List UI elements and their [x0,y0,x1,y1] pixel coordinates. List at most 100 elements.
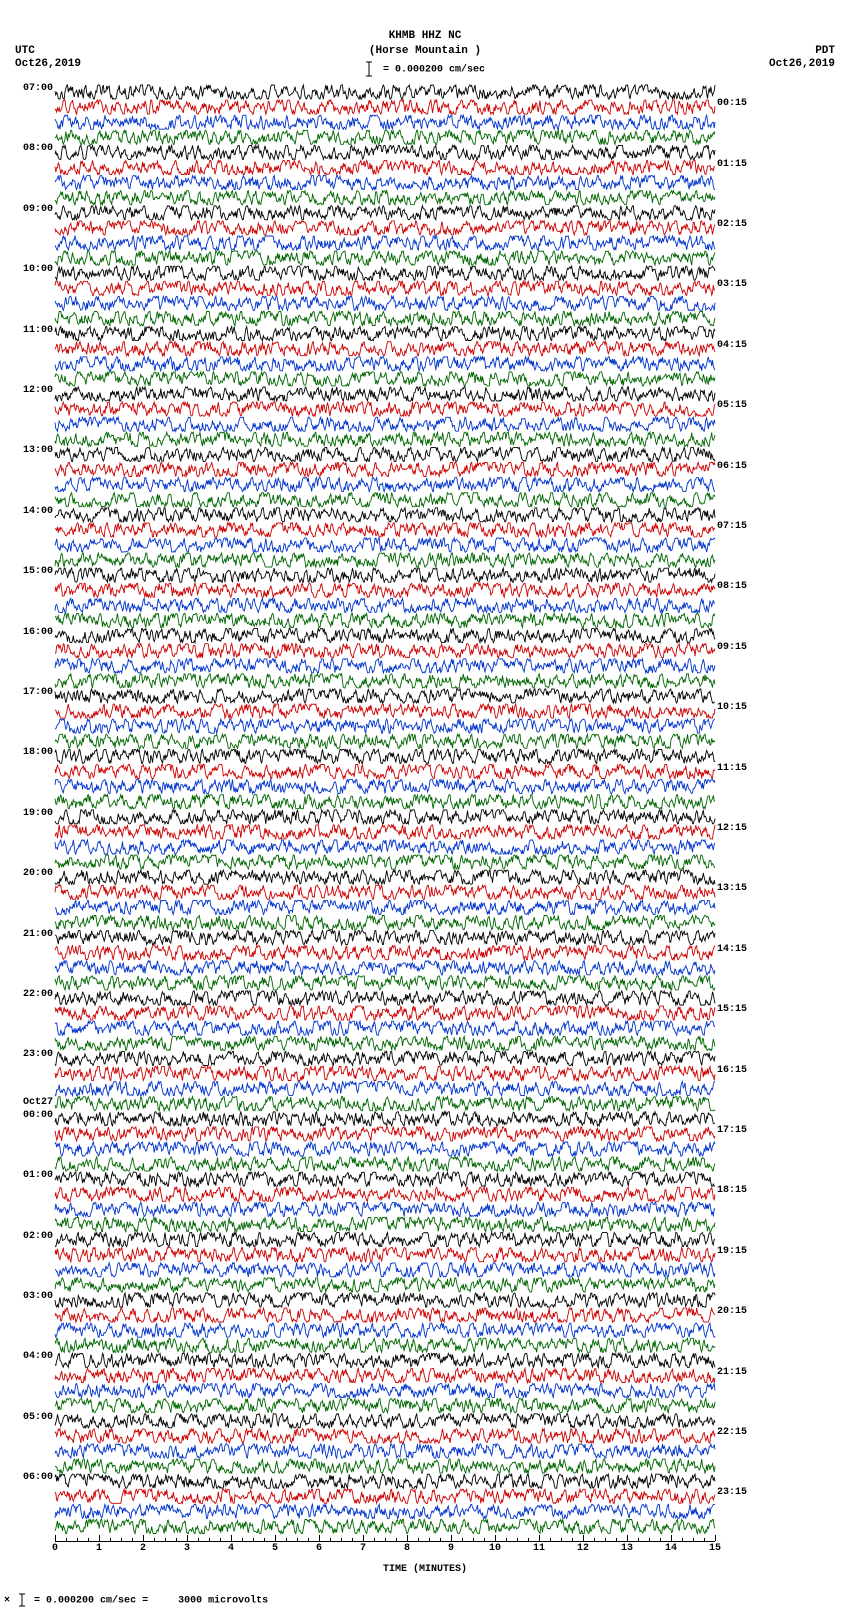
right-time-label: 14:15 [717,944,763,955]
left-time-label: 19:00 [5,808,53,819]
left-time-label: 04:00 [5,1351,53,1362]
right-time-label: 00:15 [717,98,763,109]
trace-row: 01:00 [55,1175,715,1189]
trace-line [55,417,715,431]
station-code: KHMB HHZ NC [0,30,850,42]
trace-row: 19:15 [55,1251,715,1265]
trace-row: 04:00 [55,1356,715,1370]
left-time-label: 01:00 [5,1170,53,1181]
trace-line [55,478,715,492]
trace-row: 09:00 [55,209,715,223]
trace-row: 15:00 [55,571,715,585]
right-time-label: 12:15 [717,823,763,834]
trace-line [55,115,715,129]
trace-line [55,553,715,567]
trace-line [55,1399,715,1413]
x-tick-label: 3 [184,1543,190,1554]
x-tick-label: 9 [448,1543,454,1554]
x-axis-line [55,1541,715,1542]
left-time-label: 00:00 [5,1110,53,1121]
trace-row: 09:15 [55,647,715,661]
trace-row: 10:15 [55,707,715,721]
trace-line [55,372,715,386]
trace-row: 00:15 [55,103,715,117]
left-time-label: 12:00 [5,385,53,396]
trace-line [55,916,715,930]
trace-row: 07:00 [55,88,715,102]
x-tick-label: 7 [360,1543,366,1554]
trace-row: Oct2700:00 [55,1115,715,1129]
trace-line [55,1384,715,1398]
left-timezone: UTC [15,45,35,57]
right-time-label: 06:15 [717,461,763,472]
scale-indicator: = 0.000200 cm/sec [0,60,850,78]
footer-scale: × = 0.000200 cm/sec = 3000 microvolts [4,1593,268,1607]
trace-row: 20:00 [55,873,715,887]
trace-row: 21:15 [55,1372,715,1386]
trace-row: 16:15 [55,1070,715,1084]
trace-row: 02:15 [55,224,715,238]
left-time-label: 23:00 [5,1049,53,1060]
trace-row: 05:15 [55,405,715,419]
x-tick-label: 10 [489,1543,501,1554]
x-tick-label: 8 [404,1543,410,1554]
trace-row: 23:00 [55,1054,715,1068]
trace-row: 17:00 [55,692,715,706]
trace-line [55,1504,715,1518]
left-time-label: 11:00 [5,325,53,336]
trace-row: 18:15 [55,1190,715,1204]
footer-bar-icon [18,1593,26,1607]
right-time-label: 21:15 [717,1367,763,1378]
left-date-label: Oct27 [5,1097,53,1108]
trace-row: 18:00 [55,752,715,766]
x-tick-label: 15 [709,1543,721,1554]
trace-line [55,1021,715,1035]
trace-line [55,312,715,326]
right-time-label: 15:15 [717,1004,763,1015]
trace-line [55,1036,715,1050]
right-time-label: 03:15 [717,279,763,290]
trace-line [55,795,715,809]
left-time-label: 10:00 [5,264,53,275]
trace-line [55,1097,715,1111]
right-time-label: 09:15 [717,642,763,653]
trace-line [55,236,715,250]
left-time-label: 21:00 [5,929,53,940]
trace-line [55,251,715,265]
scale-bar-icon [365,60,373,78]
right-time-label: 10:15 [717,702,763,713]
left-time-label: 15:00 [5,566,53,577]
right-time-label: 20:15 [717,1306,763,1317]
trace-line [55,780,715,794]
trace-line [55,976,715,990]
station-location: (Horse Mountain ) [0,45,850,57]
x-tick-label: 1 [96,1543,102,1554]
trace-line [55,432,715,446]
trace-line [55,176,715,190]
left-time-label: 16:00 [5,627,53,638]
left-time-label: 09:00 [5,204,53,215]
trace-line [55,191,715,205]
trace-line [55,130,715,144]
x-tick-label: 4 [228,1543,234,1554]
trace-line [55,296,715,310]
right-time-label: 13:15 [717,883,763,894]
left-time-label: 13:00 [5,445,53,456]
trace-row: 07:15 [55,526,715,540]
trace-row: 03:15 [55,284,715,298]
right-time-label: 02:15 [717,219,763,230]
right-time-label: 16:15 [717,1065,763,1076]
trace-line [55,900,715,914]
trace-line [55,1142,715,1156]
trace-row: 11:15 [55,768,715,782]
x-tick-label: 13 [621,1543,633,1554]
trace-row: 12:00 [55,390,715,404]
trace-row: 19:00 [55,813,715,827]
footer-after: 3000 microvolts [178,1596,268,1607]
trace-row: 17:15 [55,1130,715,1144]
trace-row: 06:15 [55,466,715,480]
left-time-label: 06:00 [5,1472,53,1483]
trace-line [55,1323,715,1337]
footer-before: = 0.000200 cm/sec = [34,1596,148,1607]
trace-row: 12:15 [55,828,715,842]
